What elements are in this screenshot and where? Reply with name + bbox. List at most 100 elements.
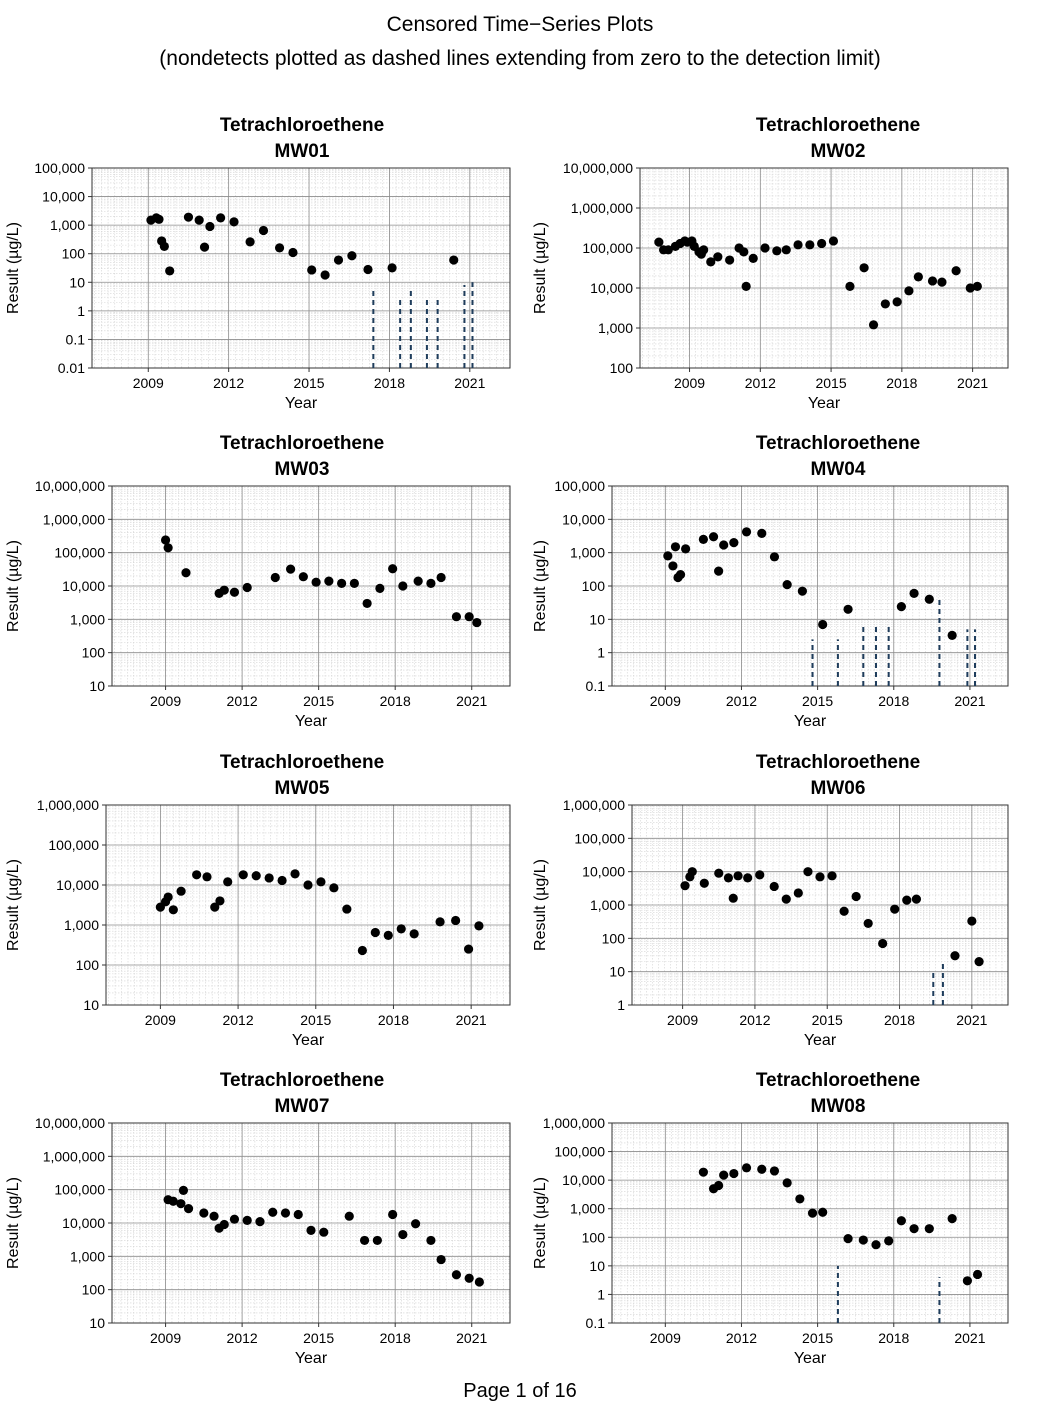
x-tick-label: 2012 [739,1012,770,1028]
y-tick-label: 10 [609,964,625,980]
x-tick-label: 2018 [374,375,405,391]
data-point [229,217,239,227]
x-tick-label: 2009 [650,1330,681,1346]
x-tick-label: 2018 [878,693,909,709]
data-point [342,904,352,914]
data-point [183,1204,194,1214]
data-point [383,930,393,940]
y-tick-label: 1,000 [70,611,105,627]
data-point [183,212,194,222]
data-point [474,1277,484,1287]
x-tick-label: 2018 [886,375,917,391]
data-point [359,1235,370,1246]
y-axis-label: Result (µg/L) [5,222,22,314]
y-tick-label: 10,000,000 [35,1115,105,1131]
x-axis-label: Year [804,1032,837,1049]
chart-title: Tetrachloroethene [220,115,384,136]
data-point [904,286,914,296]
y-axis-label: Result (µg/L) [532,540,549,632]
x-tick-label: 2009 [667,1012,698,1028]
data-point [202,872,212,882]
x-axis-label: Year [794,1350,827,1367]
data-point [687,867,697,877]
x-tick-label: 2015 [293,375,324,391]
chart-panel-mw06: 1 10 100 1,000 10,000 100,000 1,000,000 2009 201… [532,752,1009,1049]
data-point [859,263,869,273]
chart-panel-mw05: 10 100 1,000 10,000 100,000 1,000,000 2009 2012… [5,752,511,1049]
data-point [911,894,922,904]
data-point [176,886,186,896]
data-point [194,215,204,225]
data-point [698,534,708,545]
x-tick-label: 2018 [878,1330,909,1346]
data-point [769,552,780,562]
data-point [858,1235,868,1245]
data-point [451,1270,462,1280]
y-tick-label: 1,000 [70,1248,105,1264]
data-point [178,1185,189,1196]
data-point [680,881,690,891]
data-point [270,572,280,583]
data-point [843,604,853,614]
data-point [884,1236,894,1246]
data-point [871,1240,881,1250]
data-point [807,1208,818,1218]
chart-title: Tetrachloroethene [220,752,384,773]
x-axis-label: Year [295,713,328,730]
data-point [370,927,380,938]
chart-subtitle: MW06 [811,778,866,799]
y-tick-label: 1 [597,1286,605,1302]
y-axis-label: Result (µg/L) [532,1177,549,1269]
x-axis-label: Year [295,1350,328,1367]
data-point [878,938,888,949]
data-point [411,1219,421,1229]
y-tick-label: 10 [589,611,605,627]
chart-title: Tetrachloroethene [756,115,920,136]
data-point [793,240,803,250]
data-point [242,582,252,593]
data-point [298,572,308,582]
data-point [320,270,330,280]
data-point [154,214,164,224]
data-point [782,580,792,590]
x-tick-label: 2009 [133,375,164,391]
y-tick-label: 1,000,000 [571,200,633,216]
data-point [681,544,691,554]
x-axis-label: Year [285,395,318,412]
y-axis-label: Result (µg/L) [532,222,549,314]
data-point [927,276,938,286]
data-point [781,894,791,904]
data-point [890,904,900,914]
data-point [815,872,825,882]
data-point [209,1211,219,1221]
data-point [288,247,298,258]
data-point [264,873,274,883]
data-point [818,1207,828,1217]
data-point [375,583,385,593]
chart-panel-mw02: 100 1,000 10,000 100,000 1,000,000 10,000,000… [532,115,1009,412]
data-point [451,915,461,926]
y-tick-label: 1 [77,303,85,319]
data-point [845,281,855,291]
data-point [238,870,248,880]
y-axis-label: Result (µg/L) [5,859,22,951]
data-point [902,895,912,905]
data-point [274,243,285,253]
data-point [896,602,906,612]
x-tick-label: 2009 [650,693,681,709]
data-point [760,243,770,253]
data-point [743,873,753,883]
x-tick-label: 2018 [380,693,411,709]
y-tick-label: 10,000 [62,1215,105,1231]
data-point [728,893,738,903]
data-point [464,612,474,622]
data-point [699,878,709,888]
chart-subtitle: MW05 [275,778,330,799]
data-point [797,586,807,596]
data-point [210,902,220,912]
data-point [714,1180,724,1191]
chart-panel-mw04: 0.1 1 10 100 1,000 10,000 100,000 2009 2012 2015 2… [532,433,1009,730]
x-tick-label: 2012 [213,375,244,391]
y-tick-label: 1,000,000 [43,511,105,527]
x-tick-label: 2021 [454,375,485,391]
